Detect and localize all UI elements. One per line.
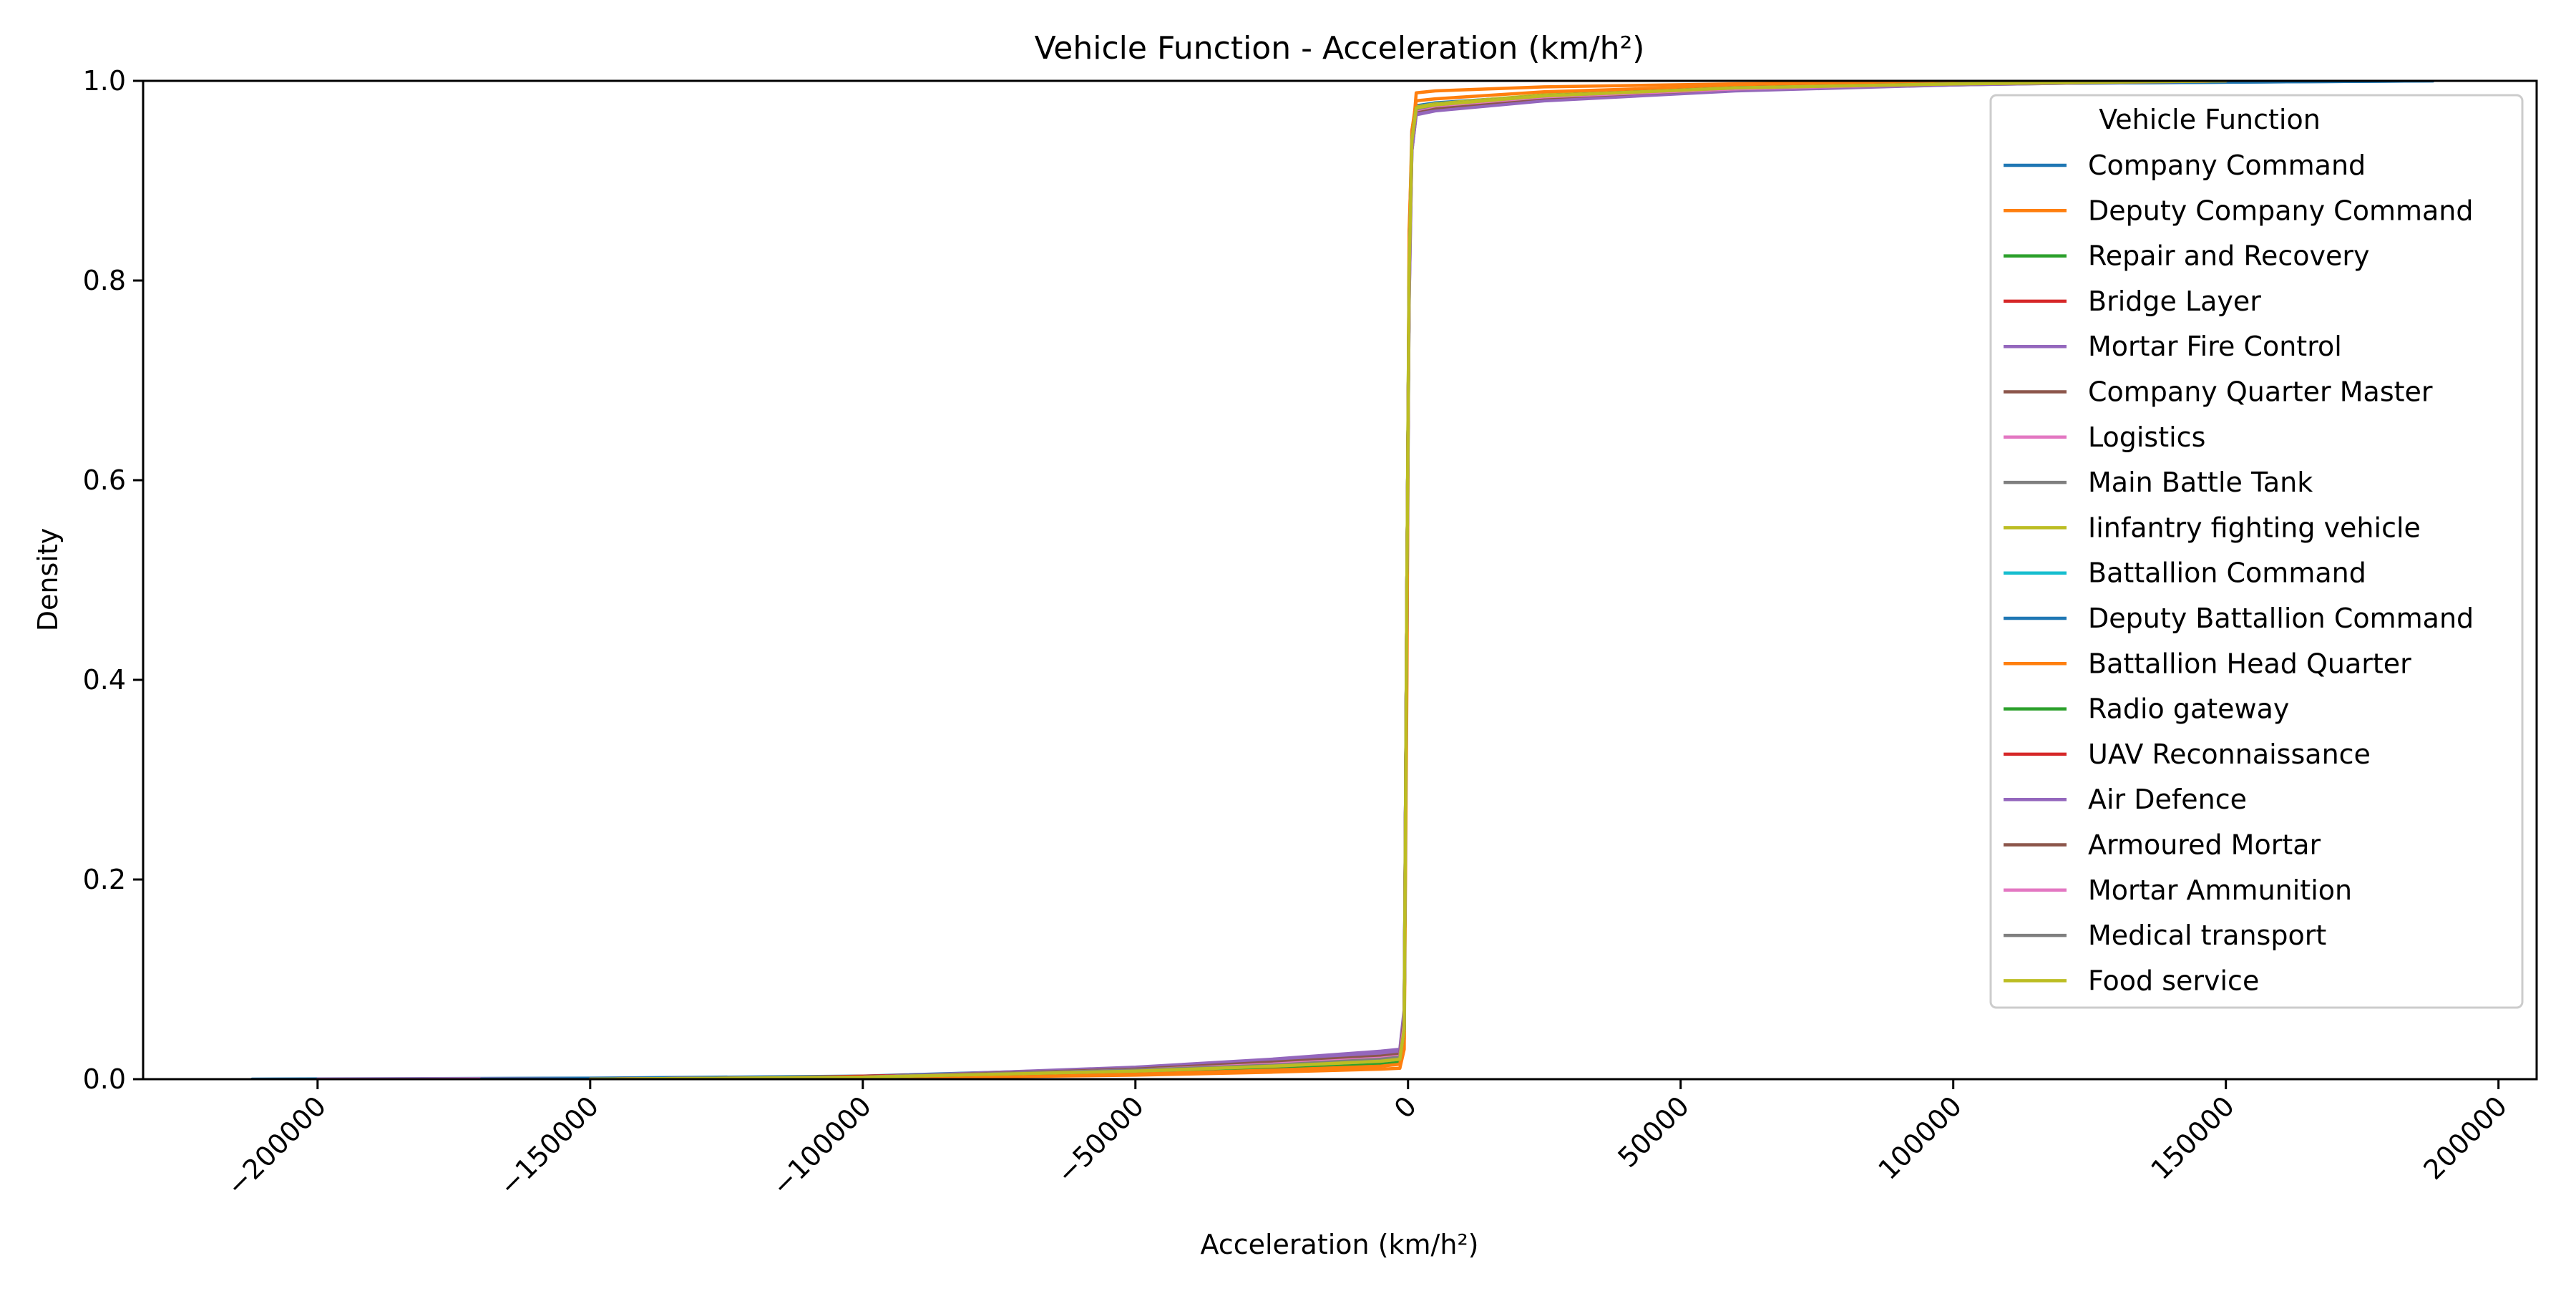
legend-item: Main Battle Tank <box>2004 467 2313 498</box>
legend-item: Food service <box>2004 965 2259 996</box>
y-tick-label: 0.6 <box>83 464 126 496</box>
legend-item: Logistics <box>2004 422 2205 453</box>
legend-label: Radio gateway <box>2088 693 2289 725</box>
series-line-food-service <box>588 81 2228 1079</box>
plot-area <box>142 79 2538 1081</box>
chart-title: Vehicle Function - Acceleration (km/h²) <box>1035 30 1645 67</box>
plot-frame <box>142 79 2538 1081</box>
legend-item: Bridge Layer <box>2004 286 2261 317</box>
legend-label: UAV Reconnaissance <box>2088 739 2371 770</box>
legend-item: Medical transport <box>2004 920 2326 951</box>
y-tick-label: 0.2 <box>83 864 126 895</box>
x-axis-label: Acceleration (km/h²) <box>1201 1229 1479 1260</box>
legend-label: Armoured Mortar <box>2088 829 2321 861</box>
legend-item: Radio gateway <box>2004 693 2289 725</box>
legend-label: Mortar Fire Control <box>2088 331 2342 362</box>
legend-item: Mortar Fire Control <box>2004 331 2342 362</box>
legend-item: Battallion Command <box>2004 557 2366 589</box>
legend-items: Company Command Deputy Company Command Rep… <box>2004 150 2474 996</box>
legend: Vehicle Function Company Command Deputy C… <box>1989 94 2524 1009</box>
legend-item: Mortar Ammunition <box>2004 875 2352 906</box>
legend-item: Armoured Mortar <box>2004 829 2321 861</box>
legend-label: Company Command <box>2088 150 2366 181</box>
legend-title: Vehicle Function <box>2099 104 2321 135</box>
legend-item: Deputy Company Command <box>2004 195 2473 226</box>
legend-item: Battallion Head Quarter <box>2004 648 2411 679</box>
legend-label: Deputy Company Command <box>2088 195 2473 226</box>
legend-label: Food service <box>2088 965 2259 996</box>
legend-item: Company Quarter Master <box>2004 376 2433 408</box>
y-tick-label: 1.0 <box>83 65 126 97</box>
series-layer <box>250 81 2435 1079</box>
legend-label: Repair and Recovery <box>2088 240 2370 272</box>
legend-label: Deputy Battallion Command <box>2088 603 2474 634</box>
y-tick-label: 0.4 <box>83 664 126 696</box>
legend-label: Iinfantry fighting vehicle <box>2088 512 2421 543</box>
legend-item: UAV Reconnaissance <box>2004 739 2371 770</box>
legend-item: Iinfantry fighting vehicle <box>2004 512 2421 543</box>
legend-label: Logistics <box>2088 422 2205 453</box>
legend-label: Air Defence <box>2088 784 2247 815</box>
legend-label: Battallion Command <box>2088 557 2366 589</box>
legend-item: Company Command <box>2004 150 2366 181</box>
legend-item: Deputy Battallion Command <box>2004 603 2474 634</box>
legend-item: Air Defence <box>2004 784 2247 815</box>
legend-label: Medical transport <box>2088 920 2326 951</box>
legend-label: Mortar Ammunition <box>2088 875 2352 906</box>
y-axis: 0.0 0.2 0.4 0.6 0.8 1.0 <box>83 65 143 1095</box>
legend-item: Repair and Recovery <box>2004 240 2370 272</box>
legend-label: Main Battle Tank <box>2088 467 2313 498</box>
legend-box <box>1989 94 2524 1009</box>
y-axis-label: Density <box>32 528 64 631</box>
legend-label: Battallion Head Quarter <box>2088 648 2411 679</box>
y-tick-label: 0.8 <box>83 265 126 296</box>
y-tick-label: 0.0 <box>83 1063 126 1095</box>
legend-label: Company Quarter Master <box>2088 376 2433 408</box>
legend-label: Bridge Layer <box>2088 286 2261 317</box>
